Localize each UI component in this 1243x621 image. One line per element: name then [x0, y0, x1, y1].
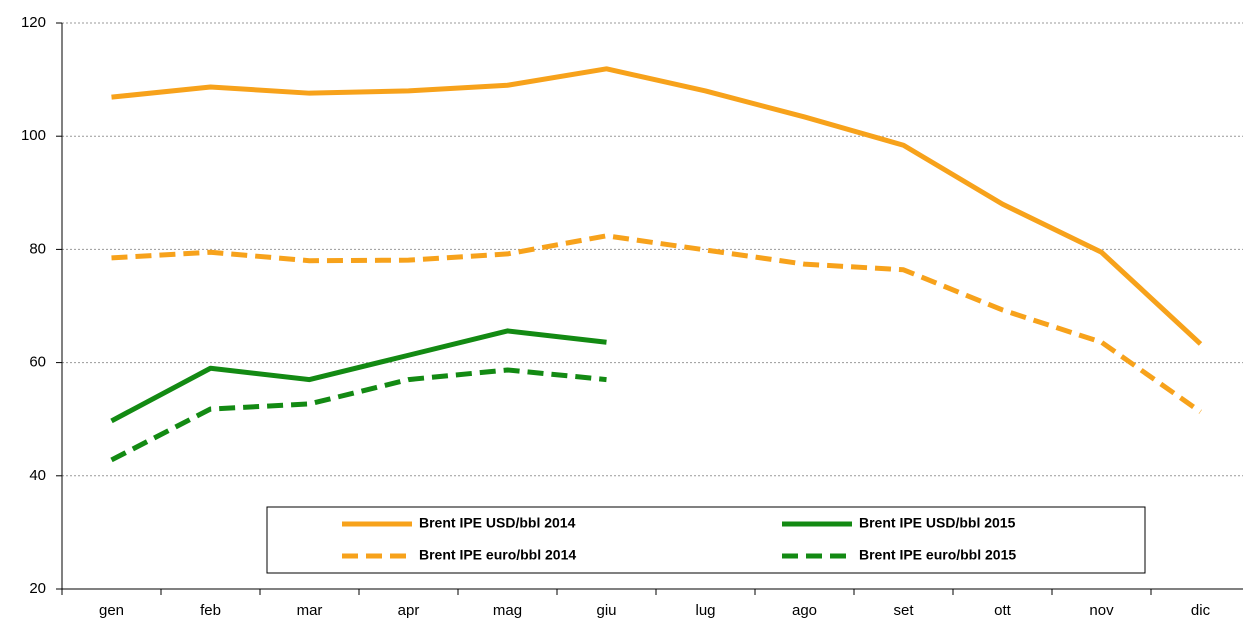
- x-tick-label: nov: [1089, 602, 1114, 619]
- series-line: [111, 233, 1202, 414]
- legend-label: Brent IPE euro/bbl 2015: [859, 547, 1016, 563]
- x-tick-label: feb: [200, 602, 221, 619]
- x-tick-label: gen: [99, 602, 124, 619]
- x-tick-label: mag: [493, 602, 522, 619]
- x-tick-label: giu: [596, 602, 616, 619]
- legend-label: Brent IPE USD/bbl 2015: [859, 515, 1016, 531]
- series-line: [110, 328, 607, 424]
- legend-label: Brent IPE USD/bbl 2014: [419, 515, 576, 531]
- x-tick-label: mar: [297, 602, 323, 619]
- x-tick-label: ago: [792, 602, 817, 619]
- series-line: [111, 66, 1203, 346]
- x-tick-label: apr: [398, 602, 420, 619]
- y-tick-label: 20: [29, 580, 46, 597]
- y-tick-label: 60: [29, 354, 46, 371]
- y-tick-label: 40: [29, 467, 46, 484]
- y-tick-label: 80: [29, 240, 46, 257]
- legend-box: [266, 506, 1146, 574]
- x-tick-label: dic: [1191, 602, 1211, 619]
- legend-label: Brent IPE euro/bbl 2014: [419, 547, 576, 563]
- x-tick-label: ott: [994, 602, 1012, 619]
- y-tick-label: 100: [21, 127, 46, 144]
- x-tick-label: lug: [695, 602, 715, 619]
- x-tick-label: set: [893, 602, 914, 619]
- y-tick-label: 120: [21, 14, 46, 31]
